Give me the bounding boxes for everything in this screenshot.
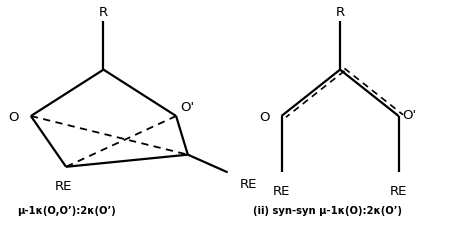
Text: O: O	[9, 110, 19, 123]
Text: O: O	[259, 110, 270, 123]
Text: μ-1κ(O,O’):2κ(O’): μ-1κ(O,O’):2κ(O’)	[17, 205, 116, 215]
Text: RE: RE	[55, 179, 73, 192]
Text: RE: RE	[239, 177, 257, 190]
Text: R: R	[336, 6, 345, 19]
Text: O': O'	[180, 100, 194, 113]
Text: RE: RE	[273, 185, 290, 197]
Text: R: R	[99, 6, 108, 19]
Text: (ii) syn-syn μ-1κ(O):2κ(O’): (ii) syn-syn μ-1κ(O):2κ(O’)	[254, 205, 402, 215]
Text: O': O'	[402, 109, 417, 122]
Text: RE: RE	[390, 185, 407, 197]
